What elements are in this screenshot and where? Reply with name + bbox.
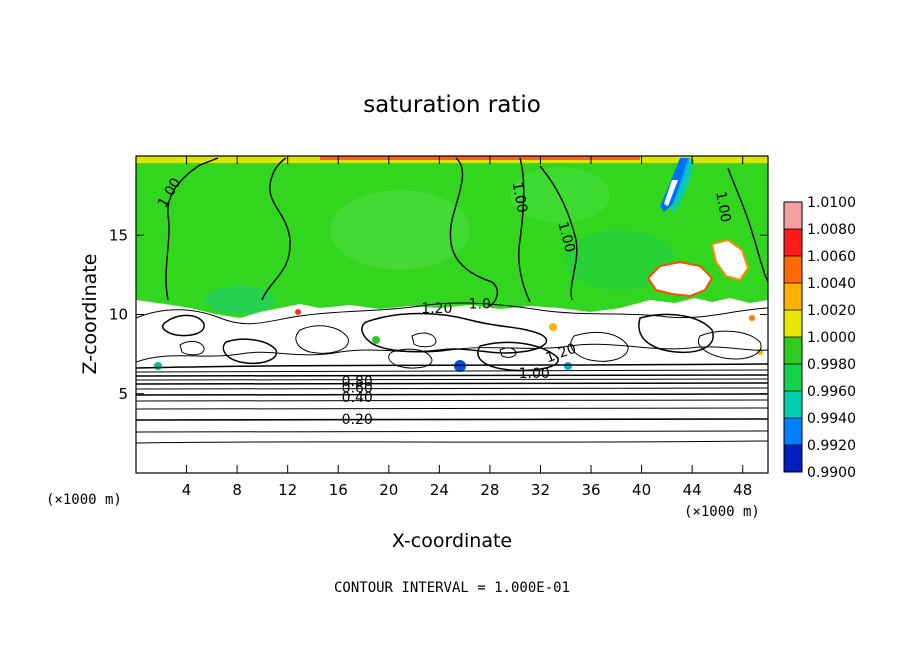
colorbar-swatch [784, 391, 802, 419]
dry-patch [646, 260, 714, 298]
colorbar-label: 0.9980 [807, 357, 856, 373]
x-tick-label: 32 [531, 481, 550, 499]
colorbar-swatch [784, 310, 802, 338]
x-tick-label: 36 [581, 481, 600, 499]
contour-label: 1.20 [421, 301, 452, 317]
colorbar-label: 0.9900 [807, 465, 856, 481]
colorbar-label: 1.0000 [807, 330, 856, 346]
blue-spot [454, 360, 466, 372]
layer-contours [136, 363, 768, 444]
contour-label: 1.00 [554, 220, 578, 254]
contour-label: 1.00 [509, 181, 530, 214]
contour-label: 0.40 [342, 390, 373, 406]
contour-label: 1.0 [469, 296, 491, 312]
colorbar: 1.0100 1.0080 1.0060 1.0040 1.0020 1.0000 0.99… [783, 195, 856, 481]
colorbar-label: 1.0100 [807, 195, 856, 211]
blue-spot [154, 362, 162, 370]
contour-label-text: 0.40 [342, 390, 373, 406]
colorbar-label: 1.0040 [807, 276, 856, 292]
colorbar-swatch [784, 283, 802, 311]
y-tick-label: 5 [118, 385, 128, 403]
blue-spot [564, 362, 572, 370]
colorbar-swatch [784, 202, 802, 230]
colorbar-label: 1.0020 [807, 303, 856, 319]
contour-label-text: 0.20 [342, 412, 373, 428]
green-patch [565, 230, 675, 290]
y-tick-label: 10 [109, 306, 128, 324]
x-tick-label: 28 [480, 481, 499, 499]
contour-label-text: 1.00 [509, 181, 530, 214]
x-unit-label: (×1000 m) [684, 504, 760, 520]
x-tick-label: 44 [683, 481, 702, 499]
contour-label: 0.80 [342, 374, 373, 390]
upper-contours [165, 157, 768, 307]
x-axis: 4 8 12 16 20 24 28 32 36 40 44 48 [182, 156, 752, 499]
colorbar-label: 0.9960 [807, 384, 856, 400]
x-tick-label: 48 [733, 481, 752, 499]
chart-title: saturation ratio [363, 92, 541, 118]
red-spot [549, 323, 557, 331]
top-band-red [320, 156, 640, 160]
contour-label-text: 0.60 [342, 380, 373, 396]
colorbar-label: 1.0060 [807, 249, 856, 265]
x-tick-label: 12 [278, 481, 297, 499]
green-patch [205, 286, 275, 314]
x-tick-label: 24 [430, 481, 449, 499]
white-streak [664, 180, 678, 206]
y-axis: 5 10 15 [109, 226, 768, 403]
contour-label: 1.00 [519, 366, 550, 382]
x-tick-label: 16 [329, 481, 348, 499]
green-spot [372, 336, 380, 344]
contour-label: 1.00 [712, 190, 733, 223]
cloud-contours [136, 302, 768, 372]
red-spot [295, 309, 301, 315]
cyan-streak [670, 158, 694, 212]
contour-label: 0.60 [342, 380, 373, 396]
y-axis-label: Z-coordinate [79, 254, 101, 375]
x-tick-label: 20 [379, 481, 398, 499]
contour-label-text: 0.80 [342, 374, 373, 390]
green-patch [330, 190, 470, 270]
y-tick-label: 15 [109, 226, 128, 244]
contour-label-text: 1.00 [554, 220, 578, 254]
x-tick-label: 4 [182, 481, 192, 499]
colorbar-swatch [784, 364, 802, 392]
colorbar-swatch [784, 256, 802, 284]
contour-label: 0.20 [342, 412, 373, 428]
x-tick-label: 8 [232, 481, 242, 499]
colorbar-label: 0.9940 [807, 411, 856, 427]
contour-label-text: 1.00 [519, 366, 550, 382]
colorbar-swatch [784, 229, 802, 257]
colorbar-swatch [784, 337, 802, 365]
x-tick-label: 40 [632, 481, 651, 499]
x-axis-label: X-coordinate [392, 530, 512, 552]
dry-patch [710, 238, 750, 282]
contour-label-text: 1.0 [469, 296, 491, 312]
contour-label-text: 1.20 [421, 301, 452, 317]
red-spot [749, 315, 755, 321]
colorbar-swatch [784, 418, 802, 446]
colorbar-label: 1.0080 [807, 222, 856, 238]
z-unit-label: (×1000 m) [46, 492, 122, 508]
plot-area: 1.00 1.001.001.001.20 1.01.201.000.800.600… [136, 156, 768, 473]
contour-label-text: 1.00 [712, 190, 733, 223]
colorbar-label: 0.9920 [807, 438, 856, 454]
colorbar-swatch [784, 445, 802, 473]
contour-interval-note: CONTOUR INTERVAL = 1.000E-01 [334, 580, 570, 596]
